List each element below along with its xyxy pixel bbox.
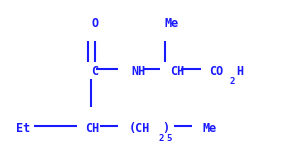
Text: Me: Me [202, 122, 216, 135]
Text: H: H [236, 65, 244, 78]
Text: CH: CH [85, 122, 99, 135]
Text: NH: NH [131, 65, 146, 78]
Text: C: C [91, 65, 98, 78]
Text: CH: CH [171, 65, 185, 78]
Text: (CH: (CH [129, 122, 150, 135]
Text: 2: 2 [229, 77, 235, 86]
Text: CO: CO [210, 65, 224, 78]
Text: 2: 2 [158, 134, 164, 143]
Text: O: O [91, 17, 98, 30]
Text: Et: Et [16, 122, 30, 135]
Text: ): ) [162, 122, 169, 135]
Text: 5: 5 [167, 134, 172, 143]
Text: Me: Me [164, 17, 178, 30]
